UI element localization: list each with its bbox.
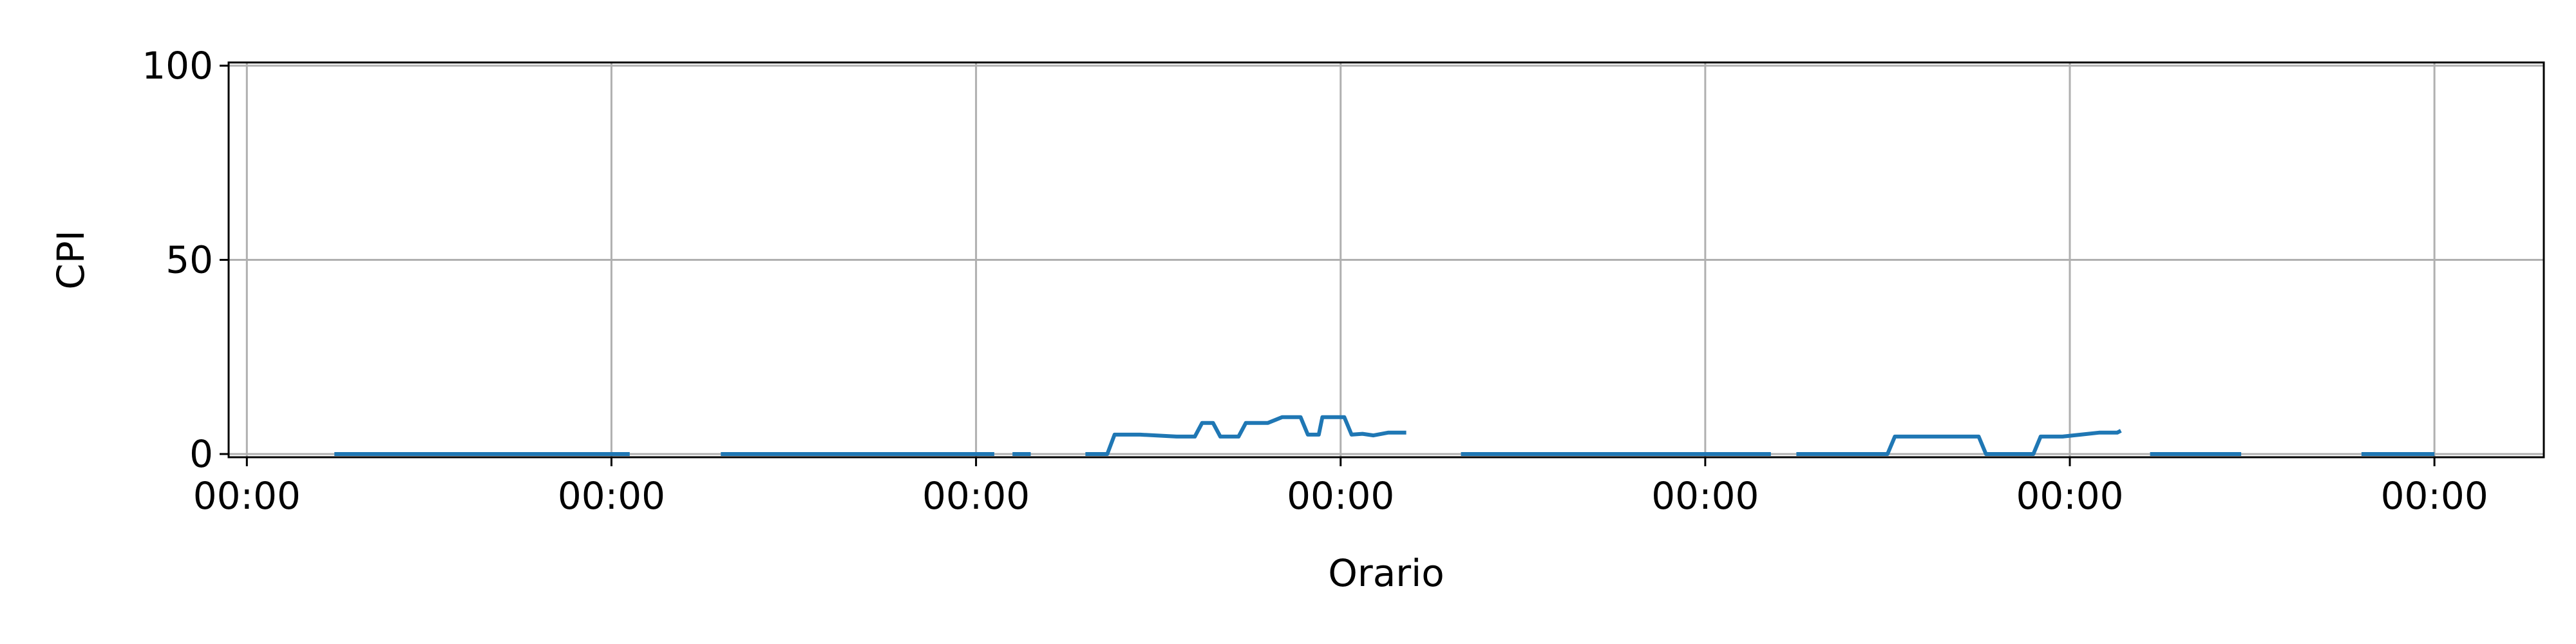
x-tick-label: 00:00: [193, 474, 301, 518]
y-tick-label: 50: [166, 238, 213, 282]
series-cpi: [334, 415, 2435, 456]
axis-ticks: 00:00 00:00 00:00 00:00 00:00 00:00 00:0005010…: [142, 44, 2488, 518]
series-line-segment: [1085, 415, 1406, 456]
grid-lines: [229, 62, 2544, 457]
x-tick-label: 00:00: [2381, 474, 2488, 518]
series-line-segment: [1796, 429, 2122, 456]
y-axis-label: CPI: [49, 230, 93, 290]
x-tick-label: 00:00: [558, 474, 665, 518]
y-tick-label: 100: [142, 44, 213, 88]
y-tick-label: 0: [189, 432, 213, 476]
x-tick-label: 00:00: [1651, 474, 1759, 518]
x-tick-label: 00:00: [1287, 474, 1394, 518]
x-axis-label: Orario: [1328, 551, 1444, 595]
x-tick-label: 00:00: [922, 474, 1030, 518]
x-tick-label: 00:00: [2016, 474, 2123, 518]
